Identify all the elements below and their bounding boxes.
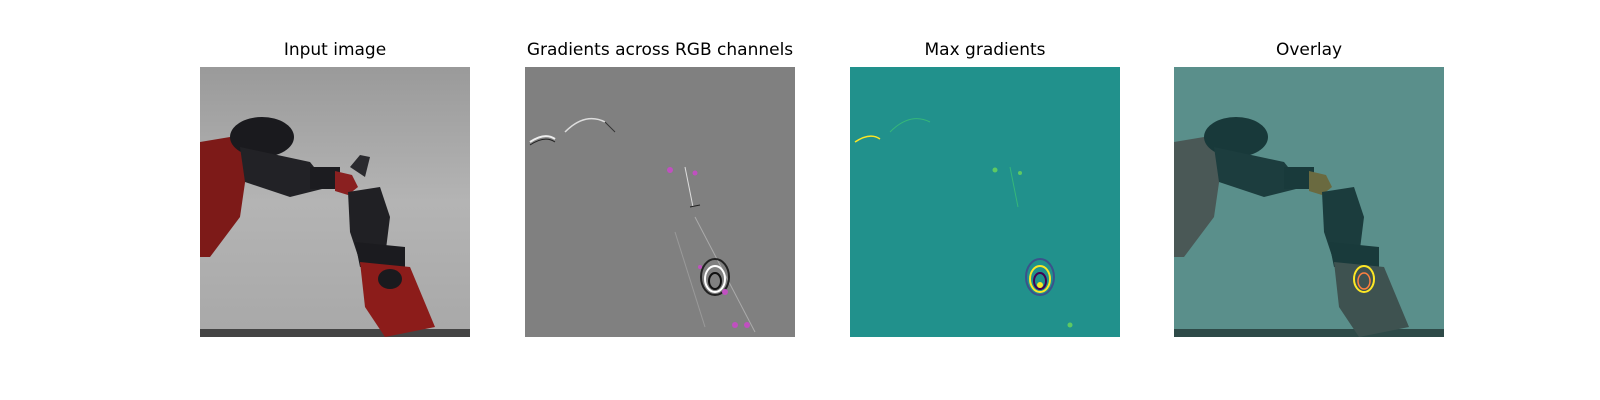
panel-title: Gradients across RGB channels: [526, 40, 794, 60]
panel-input-image: Input image: [200, 0, 470, 400]
input-image: [200, 67, 470, 337]
overlay-image: [1174, 67, 1444, 337]
panel-title: Input image: [283, 40, 387, 60]
gradients-rgb-image: [525, 67, 795, 337]
panel-max-gradients: Max gradients: [850, 0, 1120, 400]
panel-gradients-rgb: Gradients across RGB channels: [525, 0, 795, 400]
panel-overlay: Overlay: [1174, 0, 1444, 400]
panel-title: Overlay: [1275, 40, 1343, 60]
panel-title: Max gradients: [924, 40, 1046, 60]
max-gradients-image: [850, 67, 1120, 337]
